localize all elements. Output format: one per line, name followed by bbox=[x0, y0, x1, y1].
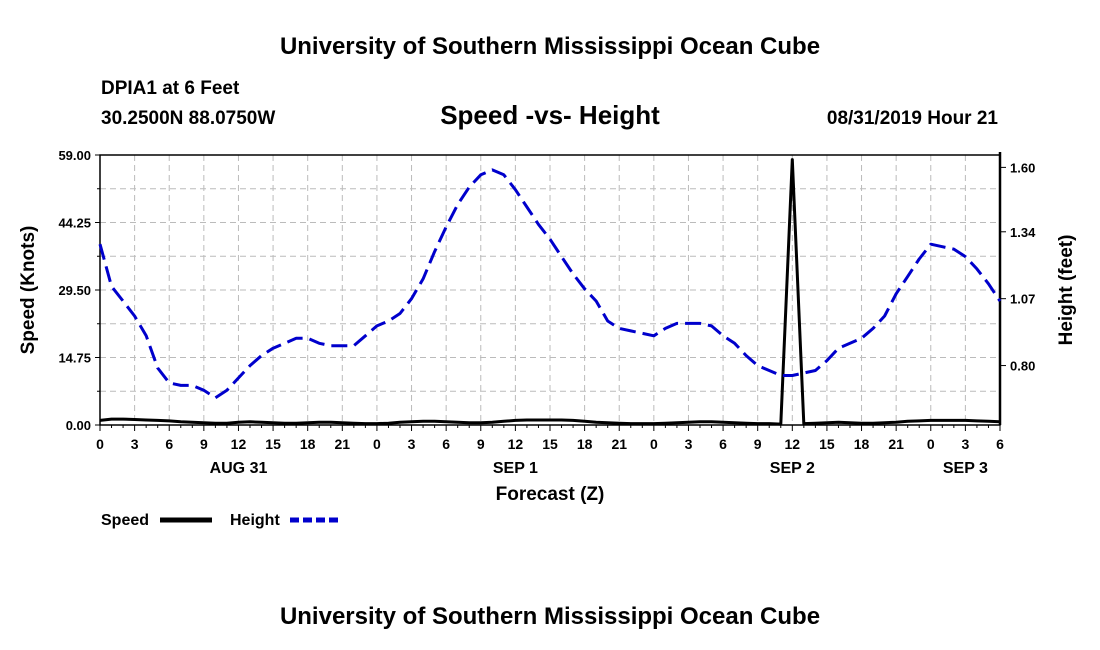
tick-labels: 0 3 6 9 12 15 18 21 0 3 6 9 12 15 18 21 0 3 6 9 12 15 18 21 0 3 6 5… bbox=[58, 148, 1036, 477]
x-tick-label: 0 bbox=[650, 436, 658, 452]
x-tick-label: 6 bbox=[442, 436, 450, 452]
y-left-tick-label: 14.75 bbox=[58, 351, 91, 366]
y-axis-right-label: Height (feet) bbox=[1056, 235, 1077, 346]
x-tick-label: 9 bbox=[477, 436, 485, 452]
series-layer bbox=[98, 158, 1002, 426]
y-left-tick-label: 59.00 bbox=[58, 148, 91, 163]
legend-height-label: Height bbox=[230, 512, 280, 529]
chart-title: Speed -vs- Height bbox=[440, 100, 660, 130]
series-line-speed bbox=[99, 158, 1001, 426]
x-tick-label: 0 bbox=[927, 436, 935, 452]
coordinates-label: 30.2500N 88.0750W bbox=[101, 108, 275, 129]
y-right-tick-label: 1.34 bbox=[1010, 225, 1036, 240]
y-right-tick-label: 1.07 bbox=[1010, 292, 1035, 307]
x-tick-label: 15 bbox=[819, 436, 835, 452]
grid-lines bbox=[100, 155, 1000, 425]
x-tick-label: 6 bbox=[719, 436, 727, 452]
page-title: University of Southern Mississippi Ocean… bbox=[280, 33, 820, 60]
x-tick-label: 15 bbox=[265, 436, 281, 452]
x-tick-label: 18 bbox=[577, 436, 593, 452]
x-tick-label: 21 bbox=[335, 436, 351, 452]
y-left-tick-label: 29.50 bbox=[58, 283, 91, 298]
y-right-tick-label: 0.80 bbox=[1010, 359, 1035, 374]
x-tick-label: 0 bbox=[96, 436, 104, 452]
x-tick-label: 21 bbox=[888, 436, 904, 452]
x-tick-label: 15 bbox=[542, 436, 558, 452]
y-axis-left-label: Speed (Knots) bbox=[18, 226, 39, 355]
axis-ticks bbox=[95, 154, 1006, 431]
date-label: SEP 3 bbox=[943, 460, 988, 477]
date-hour-label: 08/31/2019 Hour 21 bbox=[827, 108, 999, 129]
y-right-tick-label: 1.60 bbox=[1010, 160, 1035, 175]
x-axis-label: Forecast (Z) bbox=[496, 484, 605, 505]
date-label: AUG 31 bbox=[210, 460, 268, 477]
x-tick-label: 0 bbox=[373, 436, 381, 452]
x-tick-label: 12 bbox=[231, 436, 247, 452]
x-tick-label: 12 bbox=[785, 436, 801, 452]
date-label: SEP 1 bbox=[493, 460, 538, 477]
x-tick-label: 9 bbox=[200, 436, 208, 452]
x-tick-label: 3 bbox=[961, 436, 969, 452]
x-tick-label: 9 bbox=[754, 436, 762, 452]
legend-speed-label: Speed bbox=[101, 512, 149, 529]
x-tick-label: 3 bbox=[408, 436, 416, 452]
x-tick-label: 21 bbox=[611, 436, 627, 452]
x-tick-label: 6 bbox=[996, 436, 1004, 452]
x-tick-label: 3 bbox=[131, 436, 139, 452]
y-left-tick-label: 0.00 bbox=[66, 418, 91, 433]
x-tick-label: 18 bbox=[854, 436, 870, 452]
legend: Speed Height bbox=[101, 512, 342, 529]
x-tick-label: 3 bbox=[685, 436, 693, 452]
footer-title: University of Southern Mississippi Ocean… bbox=[280, 603, 820, 630]
series-line-height bbox=[98, 168, 1002, 400]
x-tick-label: 12 bbox=[508, 436, 524, 452]
y-left-tick-label: 44.25 bbox=[58, 216, 91, 231]
station-label: DPIA1 at 6 Feet bbox=[101, 78, 240, 99]
x-tick-label: 6 bbox=[165, 436, 173, 452]
date-label: SEP 2 bbox=[770, 460, 815, 477]
x-tick-label: 18 bbox=[300, 436, 316, 452]
